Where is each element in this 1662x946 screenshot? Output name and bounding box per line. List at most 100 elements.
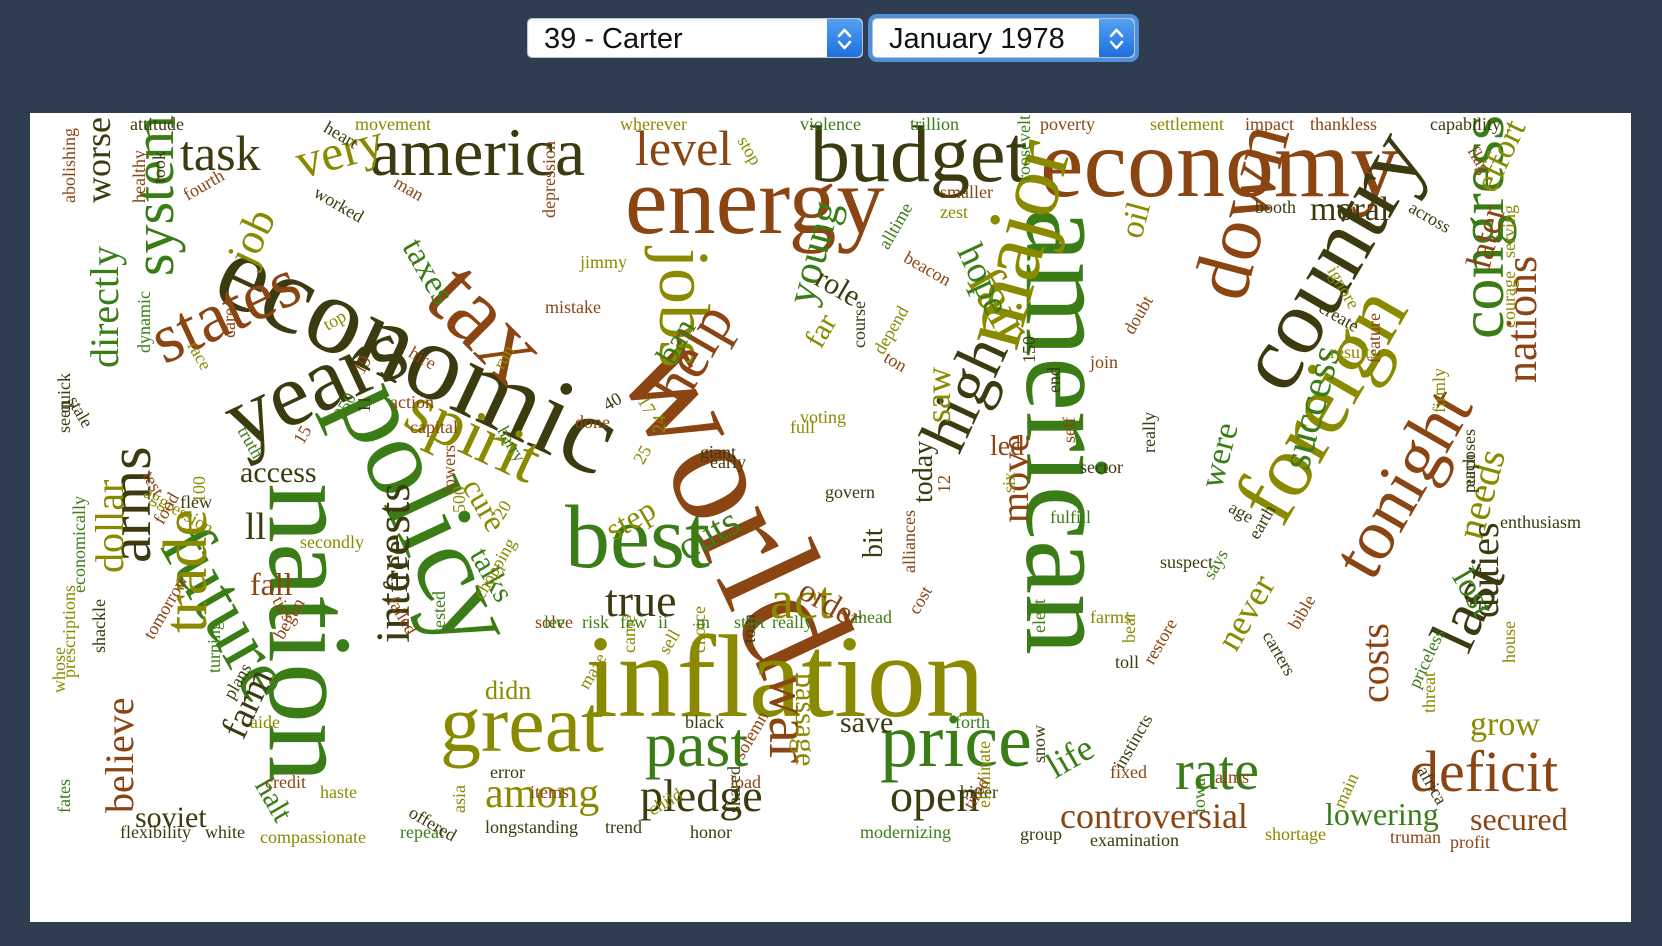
cloud-word: poverty (1040, 114, 1095, 134)
cloud-word: forth (955, 712, 990, 732)
cloud-word: zest (940, 202, 968, 222)
up-down-chevron-icon (1109, 28, 1124, 50)
cloud-word: budget (810, 113, 1028, 199)
cloud-word: depend (869, 302, 913, 358)
cloud-word: trillion (910, 114, 959, 134)
cloud-word: reach (1459, 454, 1479, 493)
cloud-word: action (390, 392, 434, 412)
cloud-word: saw (918, 367, 958, 423)
cloud-word: firmly (1429, 368, 1449, 413)
cloud-word: energy (625, 147, 885, 254)
president-select-value: 39 - Carter (544, 23, 683, 55)
cloud-word: tested (429, 591, 449, 633)
date-select[interactable]: January 1978 (872, 18, 1135, 58)
cloud-word: bit (858, 528, 889, 558)
cloud-word: giant (700, 442, 736, 462)
cloud-word: bitter (960, 782, 998, 802)
cloud-word: deficit (1410, 739, 1559, 804)
cloud-word: credit (265, 772, 306, 792)
cloud-word: level (635, 120, 733, 176)
cloud-word: attitude (130, 114, 184, 134)
cloud-word: sector (1080, 457, 1123, 477)
cloud-word: believe (97, 697, 142, 814)
cloud-word: pledge (640, 770, 763, 821)
cloud-word: led (990, 431, 1025, 462)
cloud-word: roosevelt (1014, 115, 1034, 181)
cloud-word: didn (485, 676, 532, 705)
cloud-word: 150 (1019, 336, 1039, 363)
cloud-word: compassionate (260, 827, 366, 847)
cloud-word: costs (1352, 623, 1397, 703)
cloud-word: wherever (620, 114, 687, 134)
controls-bar: 39 - Carter January 1978 (0, 10, 1662, 62)
cloud-word: repeat (400, 822, 444, 842)
cloud-word: serving (1499, 205, 1519, 258)
cloud-word: 12 (934, 475, 954, 493)
cloud-word: aims (1215, 767, 1249, 787)
cloud-word: dynamic (134, 291, 154, 353)
cloud-word: 500 (449, 486, 469, 513)
cloud-word: fulfill (1050, 507, 1091, 527)
cloud-word: beacon (900, 247, 955, 290)
cloud-word: ii (658, 612, 669, 632)
cloud-word: restore (1139, 615, 1181, 668)
cloud-word: shortage (1265, 824, 1326, 844)
cloud-word: voting (800, 407, 847, 427)
cloud-word: group (1020, 824, 1062, 844)
cloud-word: act (770, 570, 833, 630)
cloud-word: shackle (89, 599, 109, 653)
date-select-value: January 1978 (889, 23, 1065, 55)
cloud-word: truman (1390, 827, 1441, 847)
cloud-word: six (999, 471, 1019, 493)
president-select-stepper-icon[interactable] (827, 19, 862, 57)
cloud-word: suspect (1160, 552, 1213, 572)
cloud-word: flexibility (120, 822, 191, 842)
cloud-word: asia (449, 785, 469, 813)
cloud-word: worse (78, 117, 118, 203)
cloud-word: really (1139, 412, 1159, 453)
cloud-word: passage (789, 673, 822, 767)
cloud-word: open (890, 770, 980, 821)
cloud-word: profit (1450, 832, 1490, 852)
cloud-word: lowering (1325, 796, 1439, 832)
cloud-word: thankless (1310, 114, 1377, 134)
cloud-word: farms (1090, 607, 1131, 627)
cloud-word: rate (1175, 740, 1259, 802)
cloud-word: carters (1258, 627, 1300, 680)
cloud-word: load (730, 772, 761, 792)
cloud-word: lee (544, 612, 565, 632)
cloud-word: iowa (1189, 778, 1209, 813)
cloud-word: end (1044, 367, 1064, 393)
cloud-word: 100 (189, 476, 209, 503)
cloud-word: care (219, 308, 239, 338)
cloud-word: worked (310, 182, 368, 227)
cloud-word: healthy (129, 150, 149, 203)
cloud-word: bible (1284, 591, 1320, 633)
word-cloud: world inflation american economic economy nat… (30, 113, 1631, 922)
cloud-word: economically (69, 496, 89, 593)
cloud-word: dollar (87, 479, 132, 573)
cloud-word: america (370, 114, 586, 190)
president-select[interactable]: 39 - Carter (527, 18, 863, 58)
cloud-word: capability (1430, 114, 1501, 134)
cloud-word: capital (410, 417, 458, 437)
cloud-word: ahead (850, 607, 892, 627)
cloud-word: turning (204, 621, 224, 673)
cloud-word: full (790, 417, 815, 437)
cloud-word: violence (800, 114, 861, 134)
date-select-stepper-icon[interactable] (1099, 19, 1134, 57)
cloud-word: prescriptions (59, 585, 79, 678)
cloud-word: courage (1499, 271, 1519, 328)
cloud-word: economy (1040, 113, 1400, 218)
cloud-word: done (575, 412, 610, 432)
cloud-word: examination (1090, 830, 1179, 850)
cloud-word: secondly (300, 532, 364, 552)
cloud-word: trend (605, 817, 642, 837)
cloud-word: true (605, 575, 677, 626)
cloud-word: save (840, 706, 894, 739)
cloud-word: items (530, 782, 569, 802)
cloud-word: honor (690, 822, 732, 842)
cloud-word: great (440, 678, 604, 769)
cloud-word: self (1059, 417, 1079, 443)
up-down-chevron-icon (837, 28, 852, 50)
